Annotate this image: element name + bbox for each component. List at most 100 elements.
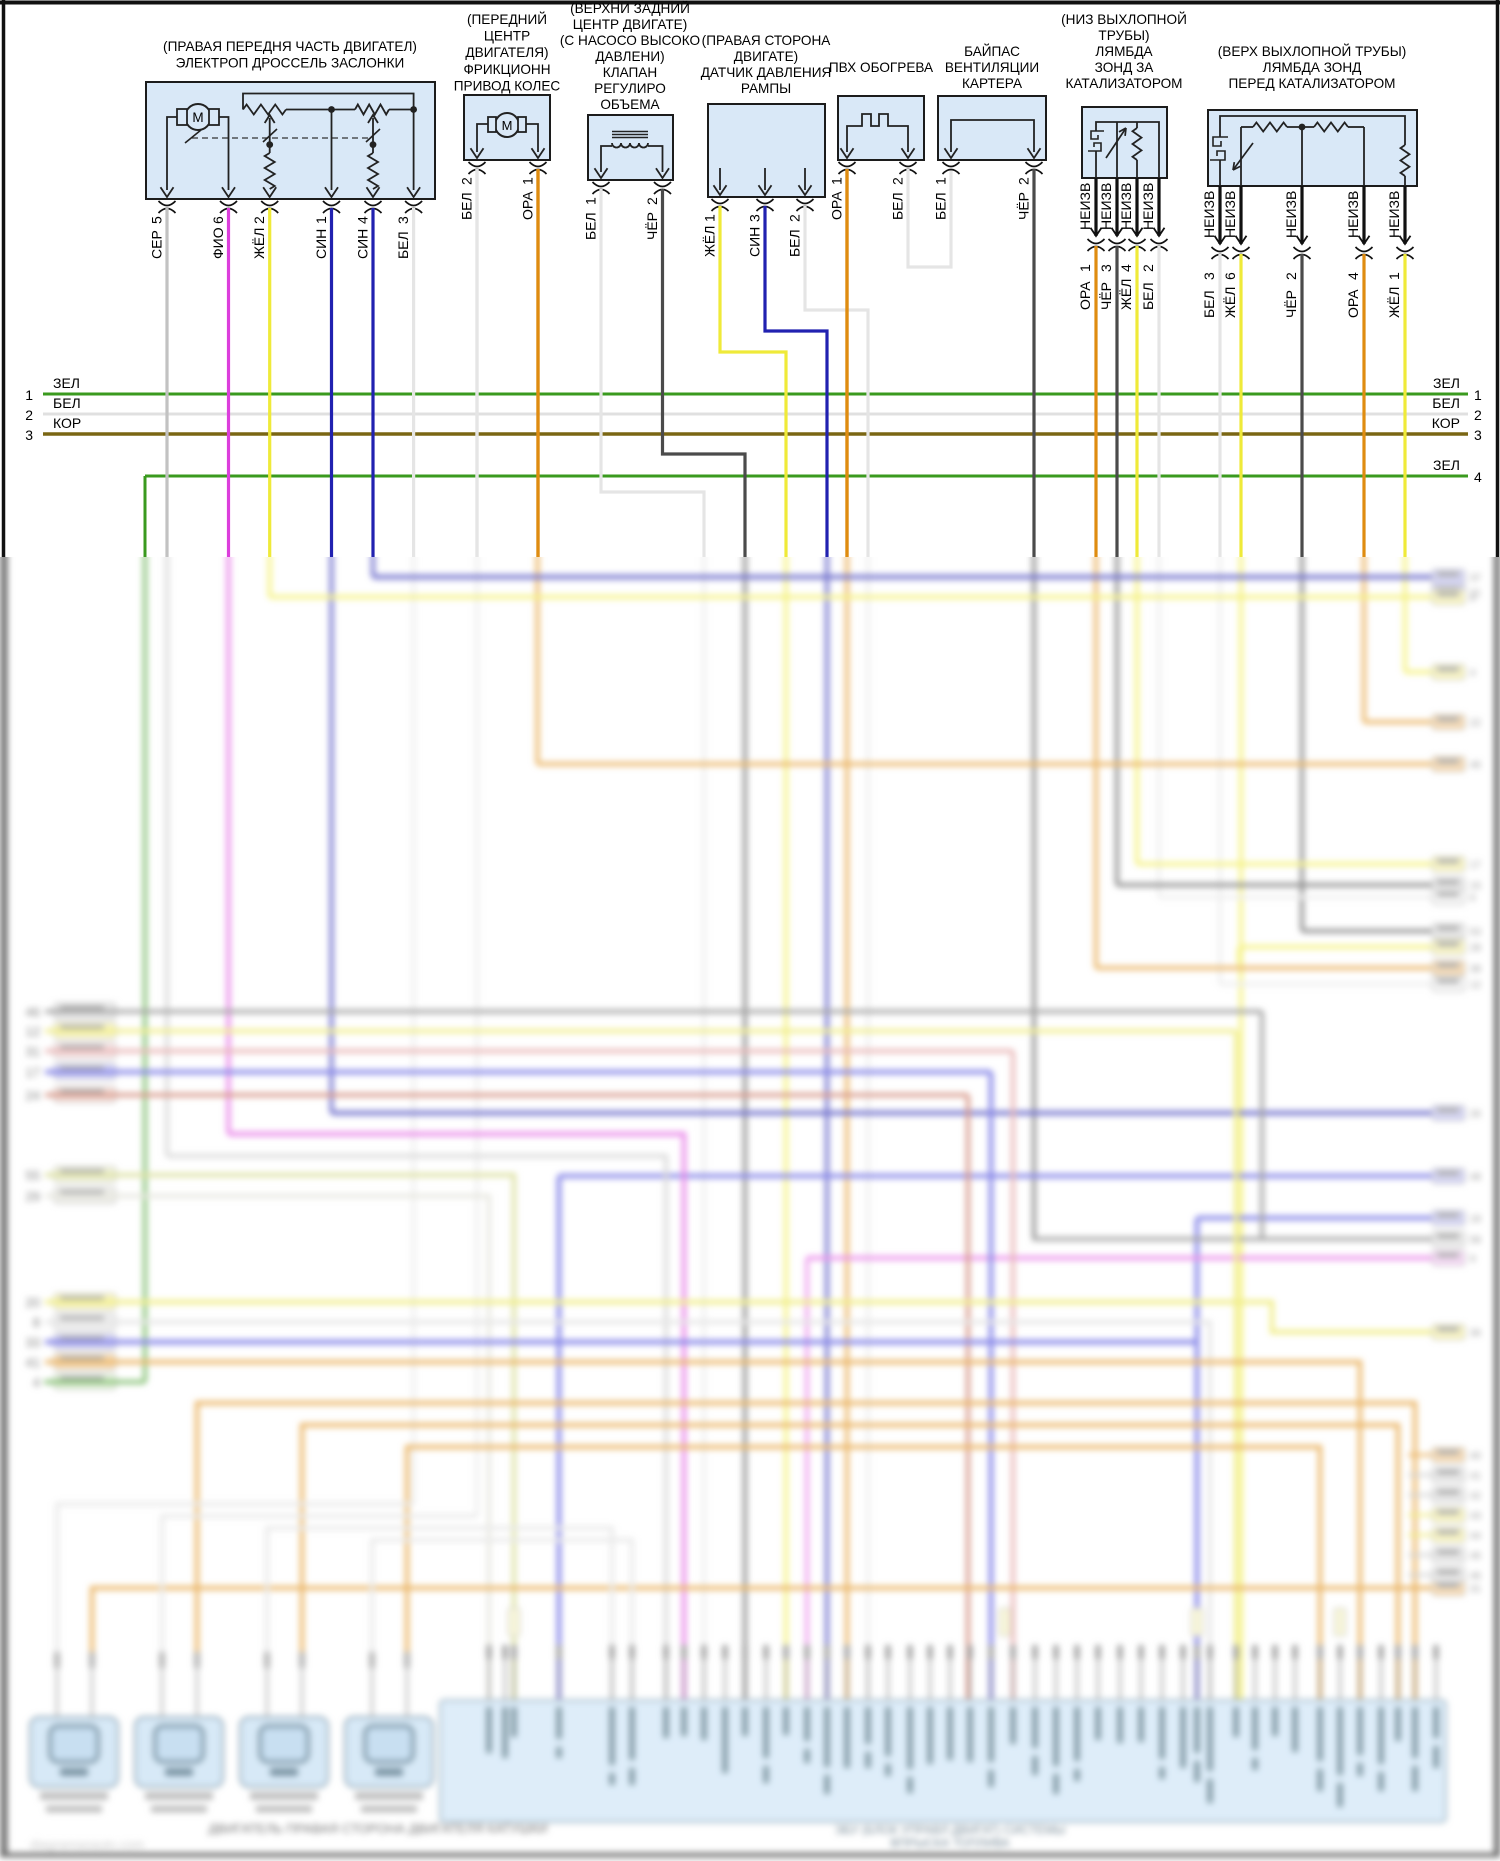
svg-text:2: 2: [1140, 264, 1156, 272]
svg-text:ЗОНД ЗА: ЗОНД ЗА: [1095, 60, 1155, 75]
svg-text:СИН: СИН: [355, 229, 371, 259]
svg-text:2: 2: [25, 407, 33, 423]
svg-text:24: 24: [26, 1088, 40, 1103]
svg-text:45: 45: [1470, 1551, 1482, 1562]
svg-text:1: 1: [583, 197, 599, 205]
svg-text:ДВИГАТЕ): ДВИГАТЕ): [734, 49, 798, 64]
svg-text:СИН: СИН: [313, 229, 329, 259]
svg-text:ЖЁЛ: ЖЁЛ: [1222, 287, 1238, 318]
svg-text:17: 17: [26, 1065, 40, 1080]
svg-text:ВЕНТИЛЯЦИИ: ВЕНТИЛЯЦИИ: [945, 60, 1039, 75]
svg-text:4: 4: [1470, 668, 1476, 679]
svg-text:44: 44: [1470, 1531, 1482, 1542]
svg-text:ЧЁР: ЧЁР: [1283, 290, 1299, 318]
svg-text:КЛАПАН: КЛАПАН: [603, 65, 657, 80]
svg-text:diagramasauto.com: diagramasauto.com: [30, 1837, 144, 1852]
svg-text:СЕР: СЕР: [149, 230, 165, 259]
svg-text:8: 8: [1470, 593, 1476, 604]
svg-text:(ПРАВАЯ ПЕРЕДНЯ ЧАСТЬ ДВИГАТЕЛ: (ПРАВАЯ ПЕРЕДНЯ ЧАСТЬ ДВИГАТЕЛ): [163, 39, 417, 54]
svg-text:21: 21: [1470, 588, 1482, 599]
svg-text:ПВХ ОБОГРЕВА: ПВХ ОБОГРЕВА: [829, 60, 934, 75]
svg-text:31: 31: [26, 1044, 40, 1059]
svg-text:22: 22: [1470, 718, 1482, 729]
svg-text:ЭБУ (БЛОК УПРАВЛ ДВИГАТ) СИСТЕ: ЭБУ (БЛОК УПРАВЛ ДВИГАТ) СИСТЕМЫ: [835, 1823, 1066, 1837]
svg-text:(С НАСОСО ВЫСОКО: (С НАСОСО ВЫСОКО: [560, 33, 700, 48]
svg-text:28: 28: [1470, 943, 1482, 954]
svg-text:4: 4: [1345, 272, 1361, 280]
svg-text:(ВЕРХНИ ЗАДНИЙ: (ВЕРХНИ ЗАДНИЙ: [570, 1, 690, 16]
svg-text:20: 20: [26, 1295, 40, 1310]
svg-text:38: 38: [1470, 964, 1482, 975]
svg-text:1: 1: [829, 177, 845, 185]
svg-text:ОРА: ОРА: [1345, 289, 1361, 318]
svg-text:НЕИЗВ: НЕИЗВ: [1201, 191, 1217, 238]
svg-text:41: 41: [1470, 1471, 1482, 1482]
svg-text:ЖЁЛ: ЖЁЛ: [1118, 279, 1134, 310]
svg-text:9: 9: [1470, 1254, 1476, 1265]
svg-text:2: 2: [644, 197, 660, 205]
svg-text:БАЙПАС: БАЙПАС: [964, 44, 1020, 59]
svg-text:2: 2: [1016, 177, 1032, 185]
svg-text:5: 5: [149, 216, 165, 224]
svg-text:2: 2: [890, 177, 906, 185]
svg-text:M: M: [502, 118, 513, 133]
svg-text:ЖЁЛ: ЖЁЛ: [702, 226, 718, 257]
svg-text:ЛЯМБДА ЗОНД: ЛЯМБДА ЗОНД: [1263, 60, 1362, 75]
svg-text:26: 26: [1470, 1109, 1482, 1120]
svg-text:(ПЕРЕДНИЙ: (ПЕРЕДНИЙ: [467, 12, 547, 27]
svg-text:КОР: КОР: [1432, 415, 1460, 431]
svg-text:БЕЛ: БЕЛ: [890, 192, 906, 220]
svg-text:БЕЛ: БЕЛ: [1140, 282, 1156, 310]
svg-text:1: 1: [933, 177, 949, 185]
svg-text:ДВИГАТЕЛЯ): ДВИГАТЕЛЯ): [465, 45, 548, 60]
svg-text:43: 43: [1470, 1511, 1482, 1522]
svg-text:НЕИЗВ: НЕИЗВ: [1222, 191, 1238, 238]
svg-text:БЕЛ: БЕЛ: [53, 395, 81, 411]
svg-text:3: 3: [1201, 272, 1217, 280]
svg-text:НЕИЗВ: НЕИЗВ: [1140, 183, 1156, 230]
svg-text:ЧЁР: ЧЁР: [1098, 282, 1114, 310]
svg-text:M: M: [192, 110, 203, 125]
svg-text:31: 31: [1470, 1584, 1482, 1595]
svg-text:1: 1: [520, 177, 536, 185]
svg-text:ЦЕНТР: ЦЕНТР: [484, 29, 530, 44]
svg-text:(ВЕРХ ВЫХЛОПНОЙ ТРУБЫ): (ВЕРХ ВЫХЛОПНОЙ ТРУБЫ): [1218, 44, 1407, 59]
svg-text:1: 1: [1077, 264, 1093, 272]
svg-text:6: 6: [210, 216, 226, 224]
svg-text:29: 29: [26, 1189, 40, 1204]
svg-text:58: 58: [1470, 1235, 1482, 1246]
svg-text:2: 2: [1283, 272, 1299, 280]
svg-text:ФИО: ФИО: [210, 227, 226, 259]
svg-text:46: 46: [1470, 1571, 1482, 1582]
svg-text:ТРУБЫ): ТРУБЫ): [1098, 28, 1149, 43]
svg-text:4: 4: [355, 216, 371, 224]
svg-text:НЕИЗВ: НЕИЗВ: [1118, 183, 1134, 230]
svg-text:6: 6: [1222, 272, 1238, 280]
svg-text:ЧЁР: ЧЁР: [644, 212, 660, 240]
svg-text:2: 2: [787, 214, 803, 222]
svg-text:2: 2: [459, 177, 475, 185]
svg-text:1: 1: [1474, 387, 1482, 403]
svg-text:ЖЁЛ: ЖЁЛ: [251, 228, 267, 259]
svg-text:СИН: СИН: [747, 227, 763, 257]
svg-text:37: 37: [1470, 573, 1482, 584]
svg-text:ОРА: ОРА: [520, 191, 536, 220]
svg-text:1: 1: [313, 216, 329, 224]
svg-text:1: 1: [702, 214, 718, 222]
svg-text:3: 3: [1098, 264, 1114, 272]
svg-text:БЕЛ: БЕЛ: [787, 229, 803, 257]
svg-text:33: 33: [26, 1335, 40, 1350]
svg-text:40: 40: [1470, 1451, 1482, 1462]
svg-text:41: 41: [26, 1355, 40, 1370]
svg-text:1: 1: [1386, 272, 1402, 280]
svg-text:КАТАЛИЗАТОРОМ: КАТАЛИЗАТОРОМ: [1066, 76, 1183, 91]
svg-text:НЕИЗВ: НЕИЗВ: [1386, 191, 1402, 238]
svg-text:ЛЯМБДА: ЛЯМБДА: [1095, 44, 1153, 59]
svg-text:18: 18: [1470, 1214, 1482, 1225]
svg-text:ЗЕЛ: ЗЕЛ: [1433, 457, 1460, 473]
svg-text:1: 1: [25, 387, 33, 403]
svg-text:3: 3: [747, 214, 763, 222]
svg-text:ОРА: ОРА: [829, 191, 845, 220]
svg-text:3: 3: [395, 216, 411, 224]
svg-text:(ПРАВАЯ СТОРОНА: (ПРАВАЯ СТОРОНА: [702, 33, 832, 48]
